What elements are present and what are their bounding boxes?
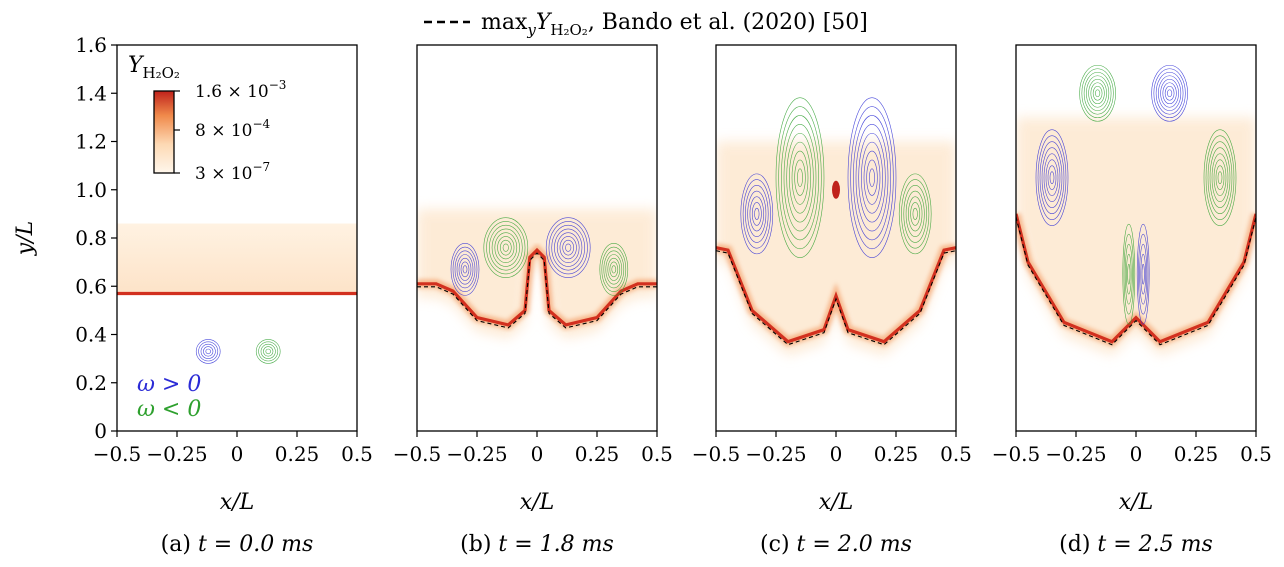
bando-reference-line bbox=[716, 250, 956, 346]
diffuse-region bbox=[716, 141, 956, 356]
x-tick-label: 0 bbox=[830, 442, 843, 466]
diffuse-region bbox=[117, 223, 357, 294]
x-tick-label: 0.25 bbox=[874, 442, 919, 466]
bando-reference-line bbox=[1016, 216, 1256, 346]
diffuse-region bbox=[1016, 117, 1256, 356]
panel-caption: (c) t = 2.0 ms bbox=[760, 532, 912, 557]
panel-3: −0.5 −0.25 0 0.25 0.5 x/L (c) t = 2.0 ms bbox=[692, 44, 972, 557]
flame-front bbox=[1016, 213, 1256, 344]
x-tick-label: 0 bbox=[1130, 442, 1143, 466]
y-tick-label: 1.4 bbox=[75, 81, 107, 105]
x-tick-label: 0.5 bbox=[940, 442, 972, 466]
panels: −0.5 −0.25 0 0.25 0.5x/L(a) t = 0.0 ms00.20.… bbox=[75, 33, 1272, 557]
vortex-positive bbox=[450, 243, 480, 296]
flame-front bbox=[716, 246, 956, 344]
x-tick-label: 0.5 bbox=[341, 442, 373, 466]
vortex-negative bbox=[1079, 64, 1116, 122]
y-tick-label: 0.8 bbox=[75, 226, 107, 250]
hot-spot bbox=[832, 180, 840, 199]
vortex-positive bbox=[847, 97, 897, 258]
panel-1: −0.5 −0.25 0 0.25 0.5 x/L (a) t = 0.0 ms 0 0.2 0.… bbox=[75, 33, 373, 557]
vortex-positive bbox=[195, 339, 221, 364]
y-tick-label: 0.2 bbox=[75, 371, 107, 395]
vortex-positive bbox=[1151, 64, 1188, 122]
x-tick-label: 0 bbox=[531, 442, 544, 466]
x-tick-label: −0.25 bbox=[146, 442, 207, 466]
x-axis-label: x/L bbox=[1119, 490, 1153, 515]
y-tick-label: 0 bbox=[94, 419, 107, 443]
vortex-positive bbox=[545, 217, 591, 278]
colorbar-title: YH₂O₂ bbox=[128, 53, 180, 82]
y-tick-label: 1.6 bbox=[75, 33, 107, 57]
x-axis-label: x/L bbox=[220, 490, 254, 515]
vortex-negative bbox=[599, 243, 629, 296]
flame-front bbox=[417, 247, 657, 327]
bando-reference-line bbox=[417, 252, 657, 329]
x-tick-label: −0.5 bbox=[992, 442, 1041, 466]
x-tick-label: 0.25 bbox=[1174, 442, 1219, 466]
x-tick-label: −0.25 bbox=[1045, 442, 1106, 466]
vortex-positive bbox=[1136, 223, 1150, 325]
omega-negative-label: ω < 0 bbox=[137, 397, 201, 422]
vortex-positive bbox=[740, 173, 774, 255]
panel-caption: (a) t = 0.0 ms bbox=[161, 532, 314, 557]
omega-positive-label: ω > 0 bbox=[137, 372, 201, 397]
colorbar-tick-label: 8 × 10−4 bbox=[195, 117, 271, 141]
x-tick-label: −0.5 bbox=[93, 442, 142, 466]
y-axis-label: y/L bbox=[13, 221, 38, 256]
diffuse-region bbox=[417, 209, 657, 339]
colorbar-tick-label: 1.6 × 10−3 bbox=[195, 78, 286, 102]
colorbar-gradient bbox=[153, 90, 175, 174]
x-tick-label: 0.5 bbox=[1240, 442, 1272, 466]
x-tick-label: −0.25 bbox=[745, 442, 806, 466]
x-tick-label: 0.25 bbox=[275, 442, 320, 466]
panel-field bbox=[417, 209, 657, 339]
vortex-negative bbox=[775, 97, 825, 258]
panel-field bbox=[1016, 64, 1256, 356]
x-tick-label: −0.5 bbox=[393, 442, 442, 466]
panel-field bbox=[716, 97, 956, 356]
x-axis-label: x/L bbox=[819, 490, 853, 515]
vortex-negative bbox=[898, 173, 932, 255]
x-tick-label: 0.25 bbox=[575, 442, 620, 466]
panel-2: −0.5 −0.25 0 0.25 0.5 x/L (b) t = 1.8 ms bbox=[393, 44, 673, 557]
x-tick-label: −0.5 bbox=[692, 442, 741, 466]
vortex-positive bbox=[1035, 129, 1069, 226]
top-legend: maxyYH₂O₂, Bando et al. (2020) [50] bbox=[424, 10, 868, 39]
panel-4: −0.5 −0.25 0 0.25 0.5 x/L (d) t = 2.5 ms bbox=[992, 44, 1272, 557]
colorbar: YH₂O₂ 1.6 × 10−3 8 × 10−4 3 × 10−7 bbox=[128, 53, 286, 184]
y-tick-label: 0.4 bbox=[75, 323, 107, 347]
panel-caption: (d) t = 2.5 ms bbox=[1059, 532, 1213, 557]
x-tick-label: 0 bbox=[231, 442, 244, 466]
vortex-negative bbox=[1203, 129, 1237, 226]
x-tick-label: −0.25 bbox=[446, 442, 507, 466]
panel-caption: (b) t = 1.8 ms bbox=[460, 532, 614, 557]
panel-field bbox=[117, 223, 357, 364]
vortex-negative bbox=[1122, 223, 1136, 325]
y-tick-label: 1.2 bbox=[75, 130, 107, 154]
y-tick-label: 1.0 bbox=[75, 178, 107, 202]
legend-label: maxyYH₂O₂, Bando et al. (2020) [50] bbox=[481, 10, 868, 39]
vortex-negative bbox=[483, 217, 529, 278]
vortex-negative bbox=[255, 339, 281, 364]
colorbar-tick-label: 3 × 10−7 bbox=[195, 160, 270, 184]
x-axis-label: x/L bbox=[520, 490, 554, 515]
x-tick-label: 0.5 bbox=[641, 442, 673, 466]
y-tick-label: 0.6 bbox=[75, 274, 107, 298]
